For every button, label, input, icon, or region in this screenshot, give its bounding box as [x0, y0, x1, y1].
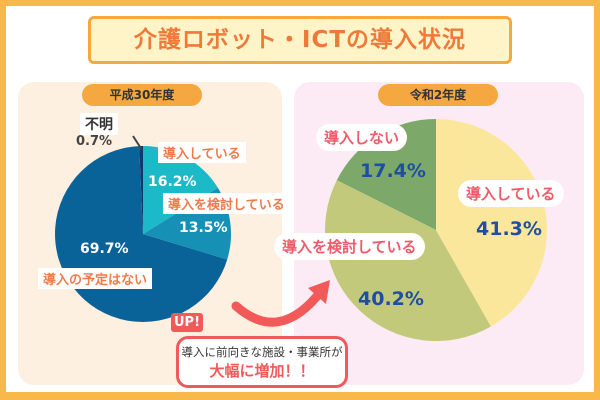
- pie-slice-1-0: [436, 119, 548, 327]
- pct-considering: 13.5%: [179, 220, 228, 236]
- label-introduced: 導入している: [158, 142, 246, 163]
- callout: 導入に前向きな施設・事業所が 大幅に増加！！: [176, 336, 348, 388]
- label-unknown: 不明: [80, 113, 118, 135]
- pct-unknown: 0.7%: [76, 134, 113, 149]
- label-r2-introduced: 導入している: [458, 180, 564, 207]
- label-no-plan: 導入の予定はない: [38, 268, 153, 289]
- pct-r2-introduced: 41.3%: [476, 218, 542, 240]
- label-r2-considering: 導入を検討している: [274, 233, 425, 260]
- callout-line2: 大幅に増加！！: [209, 362, 315, 380]
- label-considering: 導入を検討している: [163, 193, 290, 214]
- pie-slice-1-1: [324, 180, 491, 342]
- arrow-head-icon: [308, 280, 330, 304]
- pie-slice-0-0: [143, 146, 218, 234]
- pct-r2-not: 17.4%: [360, 160, 426, 182]
- year-label-r2: 令和2年度: [378, 84, 498, 106]
- arrow-icon: [231, 285, 327, 327]
- year-label-h30: 平成30年度: [82, 84, 202, 106]
- label-r2-not: 導入しない: [316, 124, 408, 151]
- leader-line: [132, 135, 143, 151]
- pct-no-plan: 69.7%: [80, 241, 129, 257]
- pct-introduced: 16.2%: [148, 174, 197, 190]
- pie-slice-1-2: [336, 119, 436, 230]
- pct-r2-considering: 40.2%: [358, 288, 424, 310]
- callout-line1: 導入に前向きな施設・事業所が: [181, 345, 343, 359]
- up-badge: UP!: [171, 313, 204, 332]
- pie-slice-0-3: [139, 146, 143, 234]
- page-title: 介護ロボット・ICTの導入状況: [88, 16, 512, 64]
